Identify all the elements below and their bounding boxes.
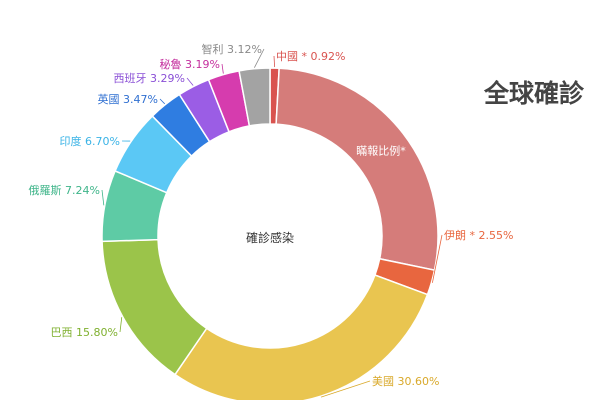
- slice-label: 美國 30.60%: [372, 375, 439, 388]
- leader-line: [273, 55, 276, 68]
- slice-label: 智利 3.12%: [202, 42, 262, 56]
- center-label: 確診感染: [246, 230, 294, 245]
- leader-line: [159, 98, 165, 105]
- slice-label: 印度 6.70%: [60, 134, 120, 148]
- slice-10: [238, 67, 271, 127]
- leader-line: [432, 234, 443, 283]
- leader-line: [186, 77, 194, 86]
- slice-label: 中國 * 0.92%: [276, 50, 345, 63]
- slice-1: [275, 67, 439, 272]
- leader-line: [254, 48, 265, 68]
- slice-label: 英國 3.47%: [98, 92, 158, 106]
- slice-3: [173, 274, 429, 400]
- leader-lines: [101, 48, 443, 398]
- slice-label: 伊朗 * 2.55%: [444, 229, 513, 242]
- leader-line: [221, 63, 224, 74]
- leader-line: [101, 189, 105, 206]
- slice-inner-label: 瞞報比例*: [356, 144, 406, 158]
- slice-label: 俄羅斯 7.24%: [29, 184, 100, 197]
- slice-label: 西班牙 3.29%: [114, 72, 185, 85]
- slice-labels: 中國 * 0.92% 瞞報比例* 伊朗 * 2.55% 美國 30.60% 巴西 15.…: [29, 42, 514, 388]
- leader-line: [119, 317, 123, 333]
- chart-title: 全球確診: [484, 79, 585, 108]
- slice-label: 秘魯 3.19%: [160, 57, 220, 71]
- leader-line: [320, 380, 371, 398]
- donut-slices: [101, 67, 439, 400]
- slice-label: 巴西 15.80%: [51, 326, 118, 339]
